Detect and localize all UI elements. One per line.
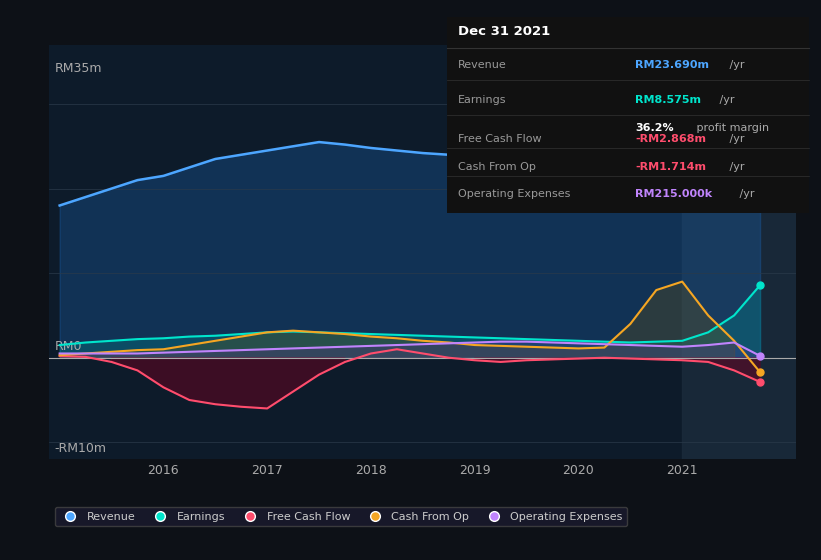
Text: Dec 31 2021: Dec 31 2021 bbox=[458, 25, 551, 38]
Text: -RM1.714m: -RM1.714m bbox=[635, 162, 706, 172]
Text: 36.2%: 36.2% bbox=[635, 123, 674, 133]
Text: /yr: /yr bbox=[727, 60, 745, 70]
Text: Revenue: Revenue bbox=[458, 60, 507, 70]
Text: RM35m: RM35m bbox=[54, 62, 102, 74]
Text: /yr: /yr bbox=[727, 134, 745, 144]
Legend: Revenue, Earnings, Free Cash Flow, Cash From Op, Operating Expenses: Revenue, Earnings, Free Cash Flow, Cash … bbox=[55, 507, 627, 526]
Text: /yr: /yr bbox=[716, 95, 735, 105]
Text: Free Cash Flow: Free Cash Flow bbox=[458, 134, 542, 144]
Text: Operating Expenses: Operating Expenses bbox=[458, 189, 571, 199]
Text: RM23.690m: RM23.690m bbox=[635, 60, 709, 70]
Text: RM8.575m: RM8.575m bbox=[635, 95, 701, 105]
Text: profit margin: profit margin bbox=[693, 123, 769, 133]
Text: /yr: /yr bbox=[727, 162, 745, 172]
Text: RM215.000k: RM215.000k bbox=[635, 189, 713, 199]
Text: RM0: RM0 bbox=[54, 340, 82, 353]
Text: -RM2.868m: -RM2.868m bbox=[635, 134, 706, 144]
Text: Earnings: Earnings bbox=[458, 95, 507, 105]
Bar bbox=[682, 45, 796, 459]
Text: Cash From Op: Cash From Op bbox=[458, 162, 536, 172]
Text: -RM10m: -RM10m bbox=[54, 442, 107, 455]
Text: /yr: /yr bbox=[736, 189, 755, 199]
